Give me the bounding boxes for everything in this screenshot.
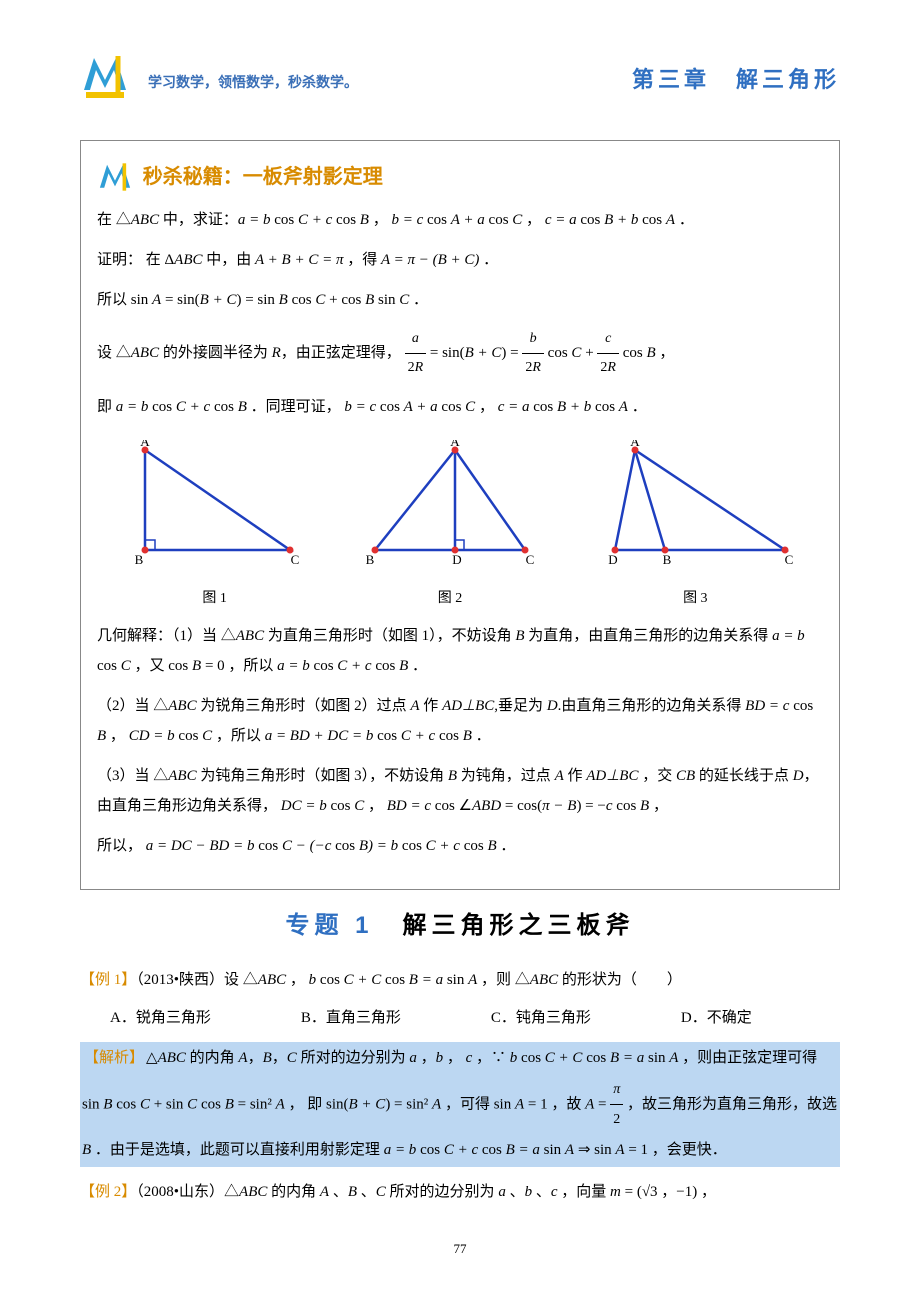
page-header: 学习数学，领悟数学，秒杀数学。 第三章 解三角形 [80,50,840,100]
options-row: A．锐角三角形 B．直角三角形 C．钝角三角形 D．不确定 [110,1005,840,1032]
trick-title: 秒杀秘籍：一板斧射影定理 [143,166,383,188]
svg-text:C: C [526,552,535,567]
svg-text:B: B [663,552,672,567]
example-2-source: （2008•山东） [136,1184,224,1200]
svg-text:A: A [140,440,150,449]
option-d: D．不确定 [681,1005,752,1032]
svg-text:B: B [134,552,143,567]
diagram-3: A D B C 图 3 [595,440,795,611]
proof-line3: 设 △ABC 的外接圆半径为 R，由正弦定理得， a2R = sin(B + C… [97,325,823,382]
diagram-2: A B D C 图 2 [360,440,540,611]
chapter-title: 第三章 解三角形 [632,60,840,100]
svg-text:A: A [450,440,460,449]
geo-explain-2: （2）当 △ABC 为锐角三角形时（如图 2）过点 A 作 AD⊥BC,垂足为 … [97,691,823,751]
diagram-1: A B C 图 1 [125,440,305,611]
option-b: B．直角三角形 [301,1005,401,1032]
svg-text:A: A [631,440,641,449]
option-a: A．锐角三角形 [110,1005,211,1032]
triangle-svg-3: A D B C [595,440,795,570]
topic-number: 专题 1 [285,912,373,939]
intro-formula: 在 △ABC 中，求证：a = b cos C + c cos B ， b = … [97,205,823,235]
example-1: 【例 1】（2013•陕西）设 △ABC ， b cos C + C cos B… [80,965,840,995]
analysis-tag: 【解析】 [82,1050,146,1066]
triangle-svg-2: A B D C [360,440,540,570]
example-2-tag: 【例 2】 [80,1184,136,1200]
diagram-2-label: 图 2 [360,586,540,611]
example-1-tag: 【例 1】 [80,972,136,988]
svg-text:C: C [290,552,299,567]
svg-text:C: C [785,552,794,567]
topic-name: 解三角形之三板斧 [403,912,635,939]
proof-line1: 证明： 在 ΔABC 中，由 A + B + C = π ，得 A = π − … [97,245,823,275]
geo-explain-4: 所以， a = DC − BD = b cos C − (−c cos B) =… [97,831,823,861]
example-1-analysis: 【解析】△ABC 的内角 A，B，C 所对的边分别为 a ，b ， c ，∵ b… [80,1042,840,1167]
theorem-box: 秒杀秘籍：一板斧射影定理 在 △ABC 中，求证：a = b cos C + c… [80,140,840,890]
example-1-source: （2013•陕西） [136,972,224,988]
proof-line4: 即 a = b cos C + c cos B ．同理可证， b = c cos… [97,392,823,422]
page-number: 77 [80,1237,840,1260]
option-c: C．钝角三角形 [491,1005,591,1032]
slogan-text: 学习数学，领悟数学，秒杀数学。 [148,71,358,100]
proof-line2: 所以 sin A = sin(B + C) = sin B cos C + co… [97,285,823,315]
triangle-diagrams: A B C 图 1 A B D C 图 2 [97,440,823,611]
svg-text:D: D [609,552,618,567]
header-left: 学习数学，领悟数学，秒杀数学。 [80,50,358,100]
example-2: 【例 2】（2008•山东）△ABC 的内角 A 、B 、C 所对的边分别为 a… [80,1177,840,1207]
topic-title: 专题 1 解三角形之三板斧 [80,904,840,947]
svg-text:B: B [366,552,375,567]
geo-explain-3: （3）当 △ABC 为钝角三角形时（如图 3），不妨设角 B 为钝角，过点 A … [97,761,823,821]
svg-text:D: D [452,552,461,567]
geo-explain-1: 几何解释：（1）当 △ABC 为直角三角形时（如图 1），不妨设角 B 为直角，… [97,621,823,681]
diagram-3-label: 图 3 [595,586,795,611]
diagram-1-label: 图 1 [125,586,305,611]
triangle-svg-1: A B C [125,440,305,570]
mini-logo-icon [97,159,133,195]
trick-heading: 秒杀秘籍：一板斧射影定理 [97,159,823,195]
main-logo [80,50,130,100]
